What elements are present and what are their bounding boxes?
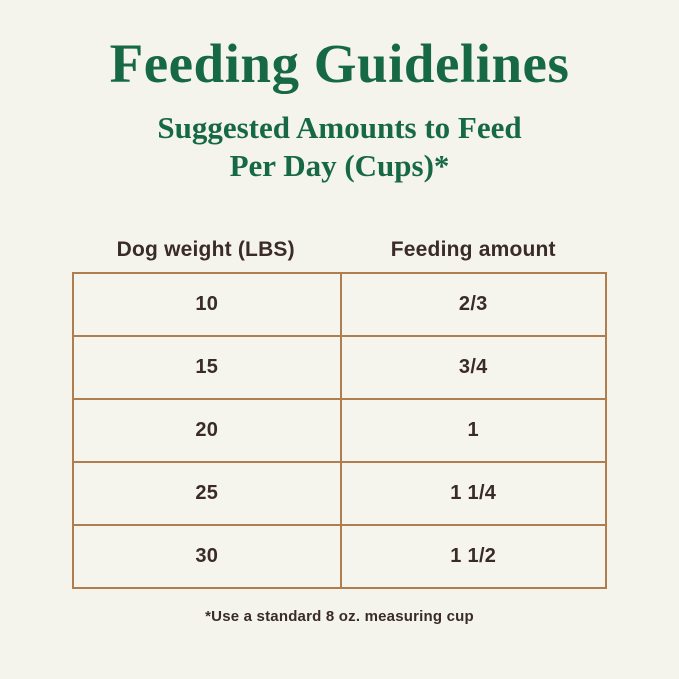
table-header-row: Dog weight (LBS) Feeding amount — [72, 238, 607, 262]
cell-feeding-amount: 3/4 — [339, 337, 606, 398]
cell-dog-weight: 15 — [195, 356, 219, 378]
column-header-dog-weight: Dog weight (LBS) — [116, 238, 295, 261]
cell-dog-weight: 25 — [195, 482, 219, 504]
table-row: 25 1 1/4 — [74, 461, 605, 524]
measuring-cup-footnote: *Use a standard 8 oz. measuring cup — [205, 608, 474, 625]
subtitle-line-2: Per Day (Cups)* — [229, 148, 450, 184]
table-row: 10 2/3 — [74, 274, 605, 335]
feeding-table: Dog weight (LBS) Feeding amount 10 2/3 1… — [72, 238, 607, 589]
cell-dog-weight: 30 — [195, 545, 219, 567]
page-subtitle: Suggested Amounts to Feed Per Day (Cups)… — [0, 91, 679, 185]
table-row: 15 3/4 — [74, 335, 605, 398]
column-header-feeding-amount: Feeding amount — [390, 238, 556, 261]
cell-feeding-amount: 1 — [339, 400, 606, 461]
table-body: 10 2/3 15 3/4 20 1 25 1 1/4 30 1 1/2 — [72, 272, 607, 589]
cell-dog-weight: 20 — [195, 419, 219, 441]
cell-feeding-amount: 1 1/4 — [339, 463, 606, 524]
page-title: Feeding Guidelines — [109, 33, 570, 94]
table-row: 20 1 — [74, 398, 605, 461]
cell-feeding-amount: 2/3 — [339, 274, 606, 335]
cell-feeding-amount: 1 1/2 — [339, 526, 606, 587]
subtitle-line-1: Suggested Amounts to Feed — [157, 110, 522, 145]
table-row: 30 1 1/2 — [74, 524, 605, 587]
cell-dog-weight: 10 — [195, 293, 219, 315]
